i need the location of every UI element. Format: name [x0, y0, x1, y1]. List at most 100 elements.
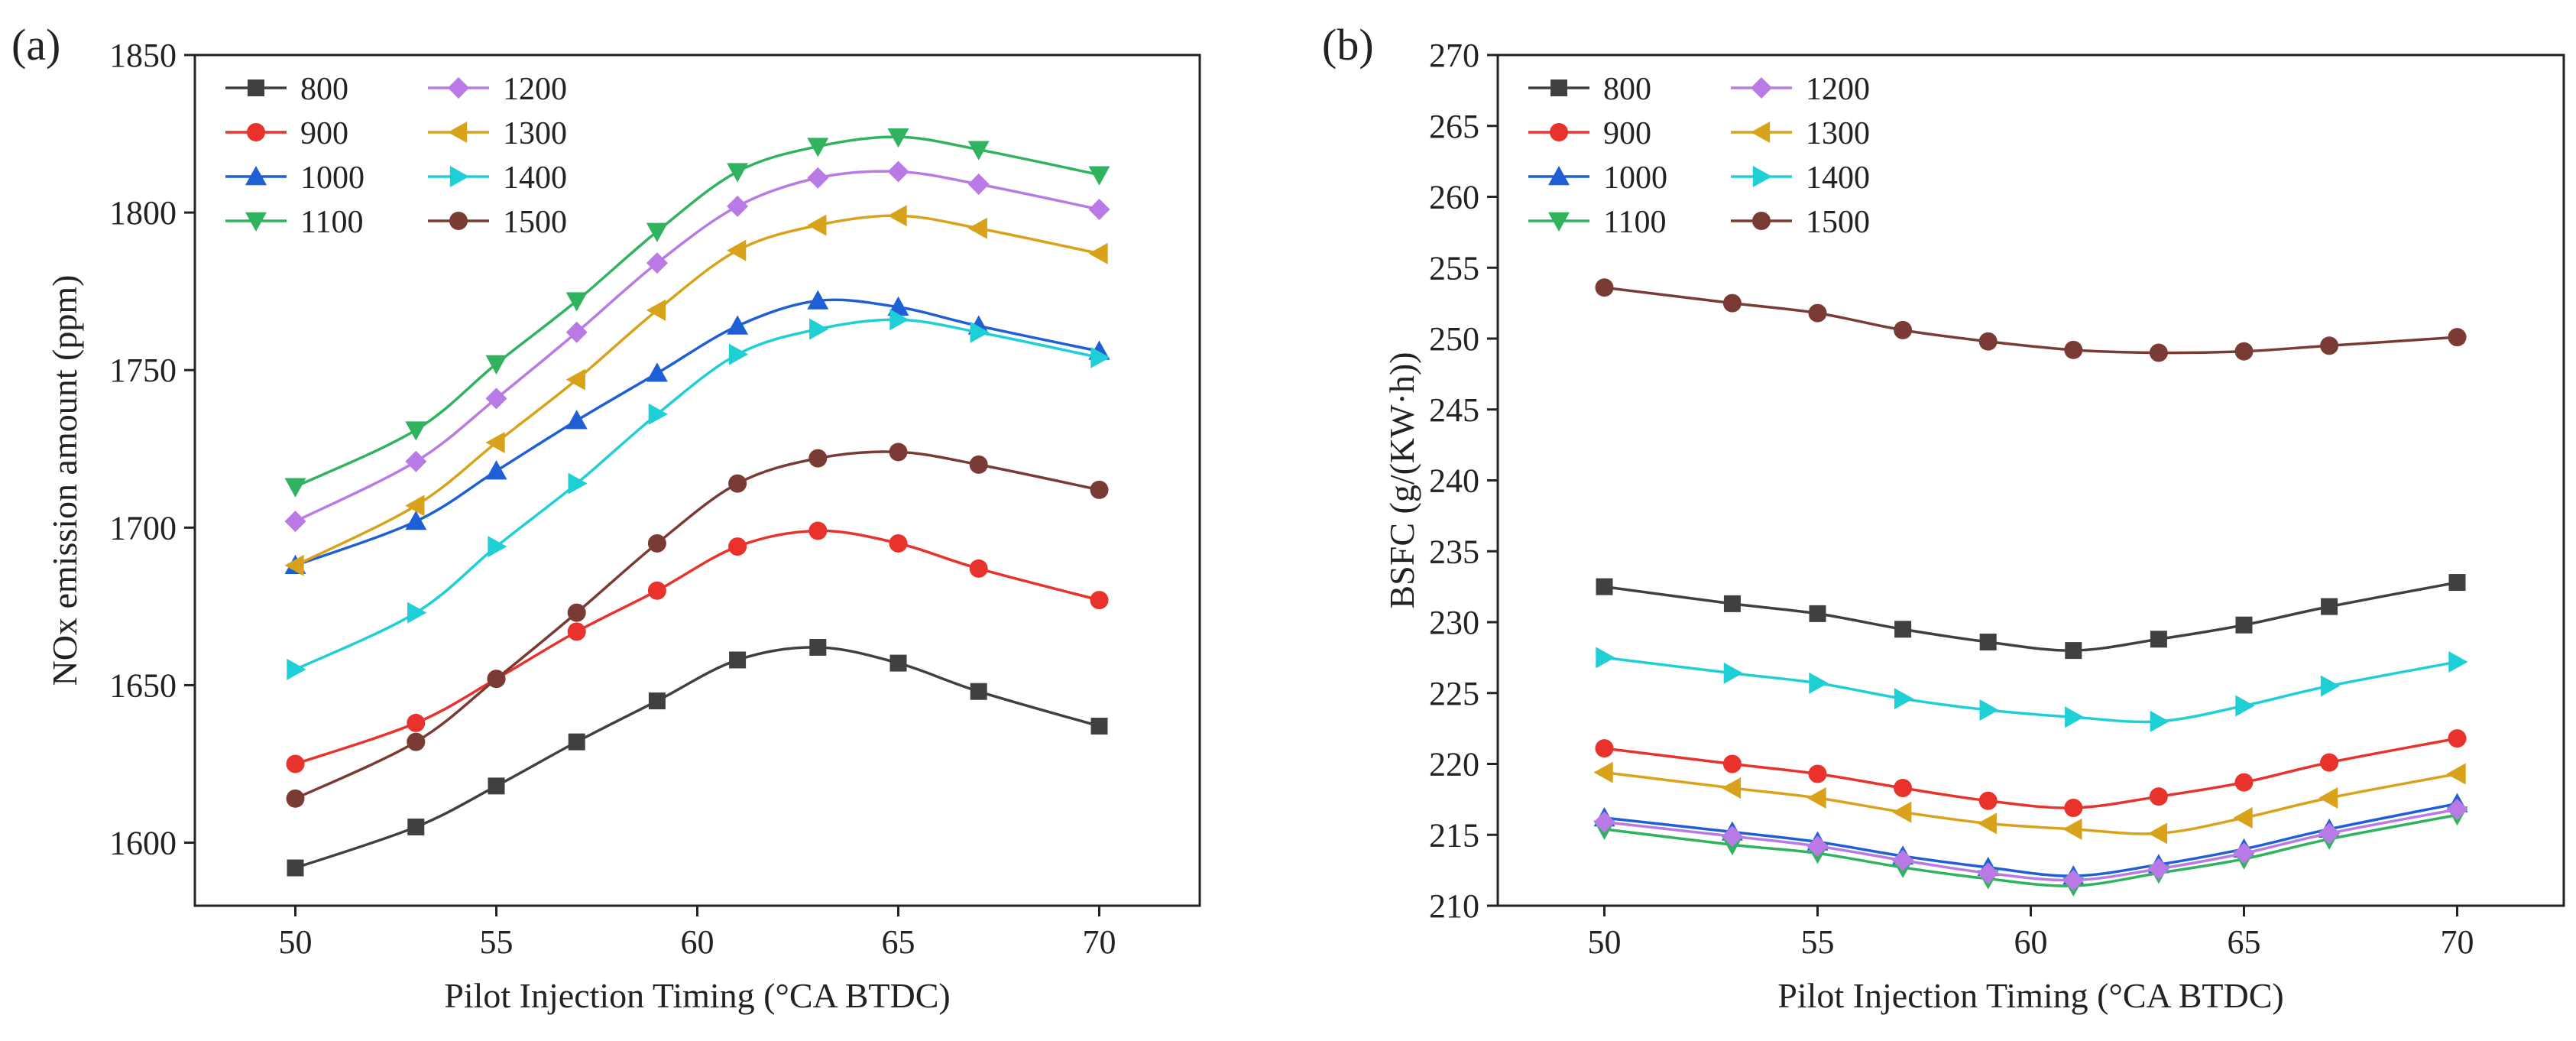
data-point-1000: [565, 410, 588, 430]
data-point-1300: [1088, 242, 1108, 264]
series-line-800: [1604, 581, 2458, 652]
data-point-1200: [1593, 811, 1615, 833]
data-point-1400: [728, 343, 749, 365]
legend-item-800: 800: [225, 72, 348, 107]
legend-marker: [1751, 122, 1771, 143]
legend-item-1000: 1000: [225, 161, 365, 196]
series-1500: [1595, 278, 2467, 362]
data-point-1200: [967, 174, 990, 196]
data-point-900: [1595, 739, 1614, 758]
data-point-1500: [286, 789, 305, 808]
series-line-800: [294, 646, 1100, 870]
data-point-1200: [284, 511, 306, 533]
data-point-1300: [1806, 787, 1826, 809]
legend-marker: [245, 166, 267, 186]
legend-marker: [448, 77, 469, 99]
series-line-1500: [1604, 286, 2458, 355]
legend-marker: [1550, 123, 1568, 141]
data-point-800: [1809, 605, 1826, 622]
data-point-1300: [284, 554, 304, 576]
data-point-1200: [1977, 862, 1999, 884]
legend-marker: [1548, 212, 1570, 232]
data-point-1200: [485, 388, 507, 410]
data-point-1400: [970, 321, 990, 343]
data-point-1300: [967, 217, 987, 239]
legend-label: 900: [1603, 116, 1651, 151]
chart-panel-b: 50 55 60 65 70 210 215 220 225 230 235 240 245 250 255…: [1322, 20, 2565, 1015]
series-1300: [1593, 761, 2466, 845]
data-point-800: [488, 777, 505, 795]
y-tick-label: 245: [1429, 391, 1479, 429]
legend-item-1400: 1400: [428, 161, 567, 196]
data-point-1300: [887, 205, 907, 227]
data-point-1300: [727, 239, 747, 261]
series-line-1100: [294, 135, 1100, 488]
x-tick-label: 65: [2228, 923, 2261, 961]
data-point-1200: [1806, 835, 1829, 858]
data-point-1300: [2062, 818, 2082, 840]
legend-label: 1200: [1806, 72, 1870, 107]
y-tick-label: 250: [1429, 320, 1479, 358]
data-point-1500: [889, 443, 908, 462]
data-point-1500: [1894, 320, 1913, 339]
series-line-1200: [1604, 808, 2458, 882]
y-tick-label: 225: [1429, 675, 1479, 712]
panel-label: (b): [1322, 20, 1374, 70]
data-point-900: [647, 581, 666, 600]
legend-label: 1300: [503, 116, 567, 151]
data-point-1200: [1721, 825, 1743, 848]
data-point-1400: [2448, 650, 2468, 673]
legend-label: 800: [1603, 72, 1651, 107]
data-point-800: [970, 683, 987, 700]
data-point-1400: [2320, 675, 2341, 697]
legend-label: 1200: [503, 72, 567, 107]
data-point-800: [2321, 598, 2338, 615]
x-tick-label: 50: [1588, 923, 1622, 961]
legend: 800 900 1000 1100 1200 1300 1400 1500: [1528, 72, 1870, 240]
data-point-1200: [2233, 842, 2255, 864]
series-1500: [286, 443, 1109, 808]
legend-label: 1100: [1603, 205, 1666, 240]
data-point-1100: [887, 128, 909, 148]
data-point-1200: [887, 161, 909, 183]
series-900: [286, 521, 1109, 773]
data-point-1400: [1809, 672, 1829, 694]
series-1200: [284, 161, 1110, 533]
data-point-1300: [646, 299, 666, 321]
x-tick-label: 70: [2441, 923, 2474, 961]
data-point-1300: [405, 495, 425, 517]
data-point-1500: [969, 455, 988, 474]
data-point-1500: [728, 474, 747, 493]
legend-marker: [1752, 212, 1771, 230]
y-axis-title: NOx emission amount (ppm): [45, 275, 84, 686]
data-point-1500: [407, 732, 426, 751]
series-line-1200: [294, 170, 1100, 523]
y-tick-label: 265: [1429, 108, 1479, 145]
series-1300: [284, 205, 1108, 576]
x-axis-title: Pilot Injection Timing (°CA BTDC): [444, 976, 951, 1015]
data-point-1500: [1722, 293, 1742, 313]
data-point-900: [1722, 754, 1742, 773]
data-point-1400: [648, 403, 668, 425]
data-point-1200: [2147, 858, 2169, 880]
data-point-1500: [2320, 336, 2339, 355]
legend-label: 900: [300, 116, 348, 151]
data-point-1400: [2150, 710, 2169, 732]
y-tick-label: 255: [1429, 249, 1479, 287]
y-tick-label: 240: [1429, 462, 1479, 500]
data-point-1300: [1977, 812, 1997, 835]
x-tick-label: 70: [1083, 923, 1116, 961]
data-point-800: [729, 651, 747, 669]
legend-item-1000: 1000: [1528, 161, 1667, 196]
data-point-1400: [1723, 662, 1743, 684]
data-point-900: [2448, 729, 2467, 748]
legend-item-900: 900: [225, 116, 348, 151]
data-point-1500: [2234, 342, 2254, 361]
y-tick-label: 215: [1429, 816, 1479, 854]
data-point-1300: [565, 368, 585, 391]
legend-label: 1400: [1806, 161, 1870, 196]
series-line-900: [1604, 737, 2458, 809]
data-point-1200: [646, 252, 668, 274]
legend-item-900: 900: [1528, 116, 1651, 151]
